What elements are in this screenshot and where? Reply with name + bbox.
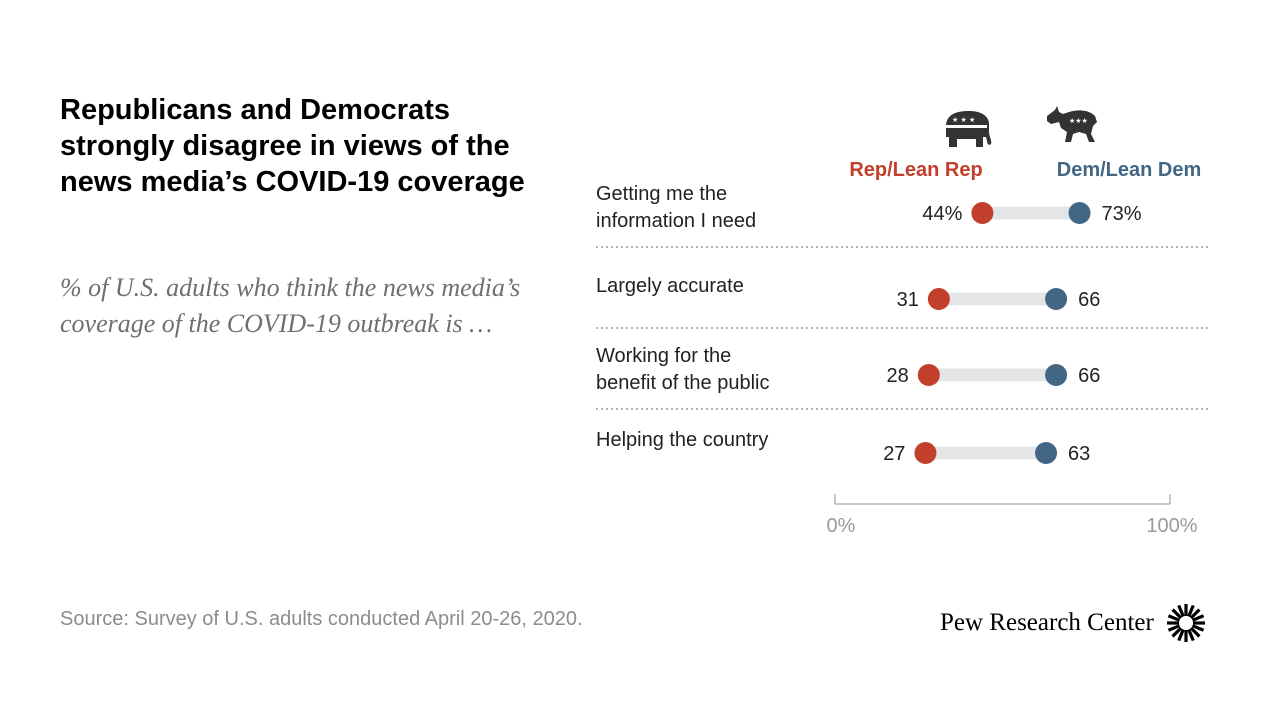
rep-dot — [927, 288, 950, 310]
source-note: Source: Survey of U.S. adults conducted … — [60, 608, 583, 630]
dem-dot — [1045, 288, 1068, 310]
legend-dem-label: Dem/Lean Dem — [1057, 159, 1202, 181]
category-label: Getting me the information I need — [596, 183, 756, 232]
rep-value-label: 27 — [883, 443, 905, 465]
elephant-icon: ★ ★ ★ — [946, 111, 992, 147]
category-label: Helping the country — [596, 429, 768, 451]
donkey-icon: ★★★ — [1047, 106, 1097, 142]
rep-value-label: 28 — [887, 365, 909, 387]
dem-dot — [1035, 442, 1058, 464]
rep-dot — [917, 364, 940, 386]
chart-subtitle: % of U.S. adults who think the news medi… — [60, 273, 521, 338]
dem-dot — [1045, 364, 1068, 386]
dem-value-label: 66 — [1078, 289, 1100, 311]
brand-name: Pew Research Center — [940, 609, 1154, 636]
dem-dot — [1068, 202, 1091, 224]
dem-value-label: 73% — [1102, 203, 1142, 225]
legend-rep-label: Rep/Lean Rep — [849, 159, 982, 181]
pew-brand: Pew Research Center — [940, 603, 1206, 643]
x-tick-label: 0% — [827, 515, 856, 537]
x-tick-label: 100% — [1146, 515, 1197, 537]
dem-value-label: 63 — [1068, 443, 1090, 465]
category-label: Largely accurate — [596, 275, 744, 297]
rep-value-label: 31 — [897, 289, 919, 311]
category-label: Working for the benefit of the public — [596, 345, 769, 394]
pew-sunburst-icon — [1166, 604, 1205, 642]
svg-text:★ ★ ★: ★ ★ ★ — [952, 116, 975, 124]
rep-value-label: 44% — [922, 203, 962, 225]
dem-value-label: 66 — [1078, 365, 1100, 387]
chart-title: Republicans and Democrats strongly disag… — [60, 94, 525, 198]
svg-text:★★★: ★★★ — [1069, 117, 1088, 125]
rep-dot — [971, 202, 994, 224]
rep-dot — [914, 442, 937, 464]
